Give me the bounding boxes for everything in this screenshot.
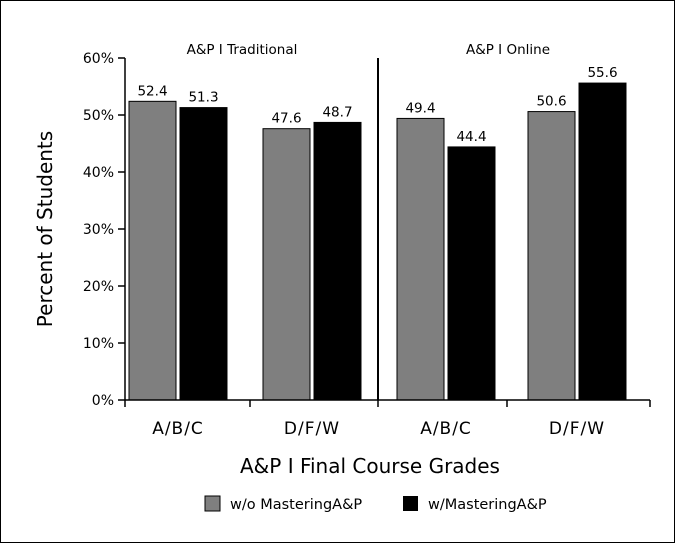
bar-value-label: 50.6	[536, 94, 566, 110]
bar-value-label: 52.4	[137, 83, 167, 99]
legend-swatch-with	[403, 496, 418, 511]
group-label-traditional: A&P I Traditional	[187, 42, 298, 58]
bar-without-mastering	[527, 111, 576, 401]
bar-with-mastering	[578, 82, 627, 401]
y-tick-label: 40%	[83, 165, 114, 181]
bar-with-mastering	[179, 107, 228, 401]
legend-swatch-without	[204, 495, 221, 512]
legend-label-without: w/o MasteringA&P	[230, 497, 362, 513]
group-label-online: A&P I Online	[466, 42, 550, 58]
x-axis-label: A&P I Final Course Grades	[240, 454, 500, 478]
y-tick-label: 30%	[83, 222, 114, 238]
bar-without-mastering	[396, 117, 445, 401]
x-category-label: A/B/C	[420, 419, 472, 439]
bar-value-label: 49.4	[405, 100, 435, 116]
bar-value-label: 55.6	[587, 65, 617, 81]
y-axis-label: Percent of Students	[33, 131, 57, 327]
bar-value-label: 44.4	[456, 129, 486, 145]
bar-value-label: 51.3	[188, 90, 218, 106]
bar-with-mastering	[447, 146, 496, 401]
y-tick-label: 20%	[83, 279, 114, 295]
y-tick-label: 10%	[83, 336, 114, 352]
y-tick-label: 50%	[83, 108, 114, 124]
bar-value-label: 47.6	[271, 111, 301, 127]
x-category-label: A/B/C	[152, 419, 204, 439]
x-category-label: D/F/W	[549, 419, 605, 439]
y-tick-label: 0%	[92, 393, 114, 409]
bar-with-mastering	[313, 121, 362, 401]
legend-label-with: w/MasteringA&P	[428, 497, 547, 513]
bar-value-label: 48.7	[322, 104, 352, 120]
legend: w/o MasteringA&P w/MasteringA&P	[204, 495, 547, 513]
bar-without-mastering	[128, 100, 177, 401]
bar-without-mastering	[262, 128, 311, 401]
y-tick-label: 60%	[83, 51, 114, 67]
x-category-label: D/F/W	[284, 419, 340, 439]
